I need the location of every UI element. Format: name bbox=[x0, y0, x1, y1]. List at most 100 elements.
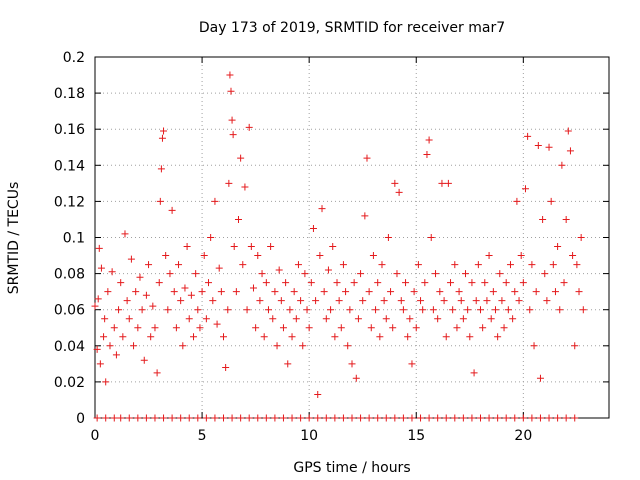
data-point bbox=[423, 150, 431, 158]
baseline-point bbox=[348, 414, 356, 422]
baseline-point bbox=[271, 414, 279, 422]
data-point bbox=[335, 297, 343, 305]
data-point bbox=[427, 234, 435, 241]
data-point bbox=[237, 154, 245, 162]
baseline-point bbox=[374, 414, 382, 422]
data-point bbox=[331, 333, 339, 341]
data-point bbox=[209, 297, 217, 305]
data-point bbox=[374, 279, 382, 287]
x-tick-label: 15 bbox=[407, 428, 425, 444]
data-point bbox=[528, 261, 536, 269]
data-point bbox=[106, 342, 114, 350]
x-axis-label: GPS time / hours bbox=[293, 460, 410, 476]
data-point bbox=[350, 279, 358, 287]
data-point bbox=[145, 261, 153, 269]
data-point bbox=[117, 279, 125, 287]
baseline-point bbox=[279, 414, 287, 422]
data-point bbox=[380, 297, 388, 305]
baseline-point bbox=[425, 414, 433, 422]
data-point bbox=[489, 288, 497, 296]
ticks bbox=[94, 56, 609, 419]
baseline-point bbox=[102, 414, 110, 422]
data-point bbox=[554, 243, 562, 251]
data-point bbox=[215, 264, 223, 272]
baseline-point bbox=[442, 414, 450, 422]
data-point bbox=[425, 136, 433, 144]
data-point bbox=[397, 297, 405, 305]
data-point bbox=[500, 324, 508, 332]
data-point bbox=[577, 234, 585, 241]
data-point bbox=[149, 302, 157, 310]
data-point bbox=[267, 243, 275, 251]
data-point bbox=[179, 342, 187, 350]
data-point bbox=[134, 324, 142, 332]
data-point bbox=[539, 215, 547, 223]
data-point bbox=[417, 297, 425, 305]
baseline-point bbox=[288, 414, 296, 422]
data-point bbox=[104, 288, 112, 296]
data-point bbox=[170, 288, 178, 296]
baseline-point bbox=[151, 414, 159, 422]
data-point bbox=[320, 288, 328, 296]
baseline-point bbox=[93, 414, 101, 422]
data-point bbox=[519, 279, 527, 287]
baseline-point bbox=[434, 414, 442, 422]
data-point bbox=[142, 291, 150, 299]
data-point bbox=[451, 261, 459, 269]
data-point bbox=[151, 324, 159, 332]
x-tick-label: 20 bbox=[514, 428, 532, 444]
data-point bbox=[419, 306, 427, 314]
data-point bbox=[442, 333, 450, 341]
data-point bbox=[264, 306, 272, 314]
data-point bbox=[125, 315, 133, 323]
data-point bbox=[474, 261, 482, 269]
data-point bbox=[511, 288, 519, 296]
data-point bbox=[346, 306, 354, 314]
data-point bbox=[157, 165, 165, 173]
data-point bbox=[318, 205, 326, 213]
baseline-point bbox=[382, 414, 390, 422]
data-point bbox=[547, 197, 555, 205]
data-point bbox=[459, 315, 467, 323]
data-point bbox=[491, 306, 499, 314]
chart-title: Day 173 of 2019, SRMTID for receiver mar… bbox=[199, 20, 505, 36]
data-point bbox=[136, 273, 144, 281]
data-point bbox=[406, 315, 414, 323]
x-tick-labels: 0 5 10 15 20 bbox=[91, 428, 533, 444]
data-point bbox=[290, 288, 298, 296]
data-point bbox=[402, 279, 410, 287]
data-point bbox=[226, 71, 234, 79]
data-point bbox=[444, 179, 452, 187]
data-point bbox=[541, 270, 549, 278]
data-point bbox=[190, 333, 198, 341]
data-point bbox=[225, 179, 233, 187]
data-point bbox=[101, 315, 109, 323]
data-point bbox=[239, 261, 247, 269]
data-point bbox=[96, 360, 104, 368]
baseline-point bbox=[357, 414, 365, 422]
data-point bbox=[164, 306, 172, 314]
baseline-point bbox=[160, 414, 168, 422]
data-point bbox=[256, 297, 264, 305]
data-point bbox=[434, 315, 442, 323]
data-point bbox=[333, 279, 341, 287]
y-tick-label: 0.2 bbox=[63, 50, 85, 66]
baseline-point bbox=[502, 414, 510, 422]
y-tick-label: 0.14 bbox=[54, 158, 85, 174]
data-point bbox=[382, 315, 390, 323]
baseline-point bbox=[177, 414, 185, 422]
data-point bbox=[245, 123, 253, 131]
data-point bbox=[359, 297, 367, 305]
data-point bbox=[207, 234, 215, 241]
baseline-point bbox=[391, 414, 399, 422]
data-point bbox=[357, 270, 365, 278]
data-point bbox=[187, 291, 195, 299]
y-tick-label: 0.12 bbox=[54, 194, 85, 210]
baseline-point bbox=[399, 414, 407, 422]
baseline-point bbox=[314, 414, 322, 422]
data-point bbox=[369, 252, 377, 260]
data-point bbox=[573, 261, 581, 269]
data-point bbox=[348, 360, 356, 368]
data-point bbox=[354, 315, 362, 323]
data-point bbox=[309, 224, 317, 232]
